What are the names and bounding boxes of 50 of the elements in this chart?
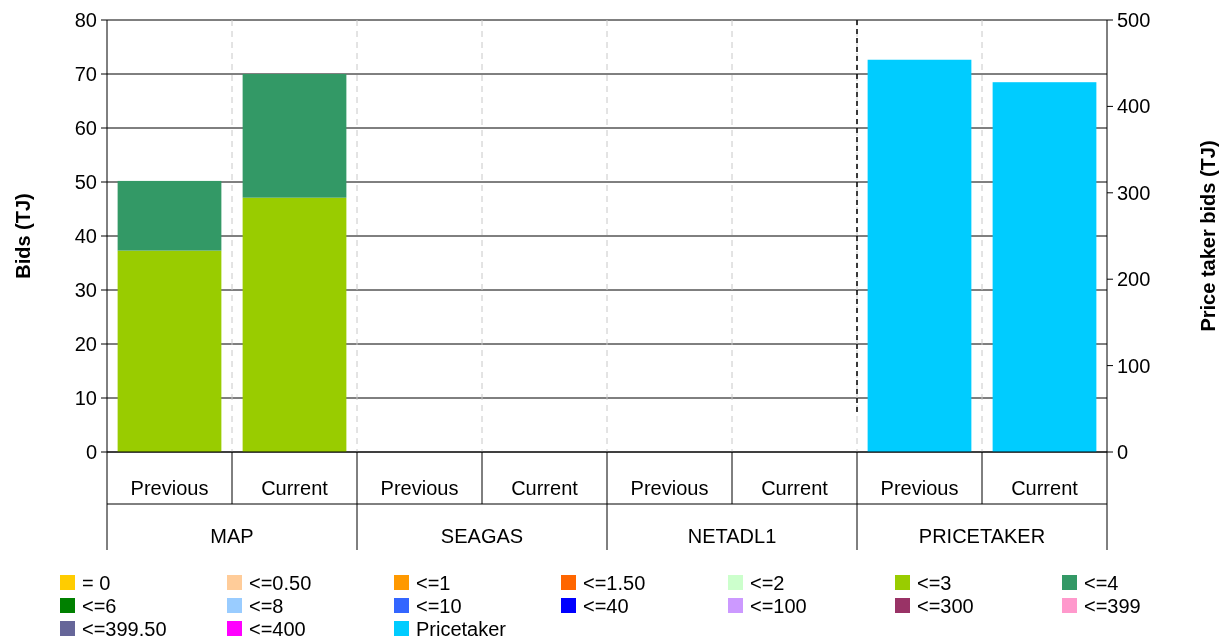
legend-label: <=300 (917, 595, 974, 617)
legend-label: <=399 (1084, 595, 1141, 617)
y-axis-title: Bids (TJ) (12, 193, 34, 279)
y-tick-label: 30 (74, 279, 97, 301)
y2-tick-label: 100 (1117, 354, 1151, 377)
text: MAP (210, 525, 254, 547)
bar (117, 250, 222, 452)
x-tick-label: Current (261, 477, 329, 499)
x-tick-label: Previous (880, 477, 959, 499)
legend-label: <=2 (750, 572, 785, 594)
text: PRICETAKER (918, 525, 1046, 547)
legend-label: = 0 (82, 572, 111, 594)
legend-label: <=4 (1084, 572, 1119, 594)
text: NETADL1 (687, 525, 777, 547)
y-tick-label: 80 (74, 9, 97, 31)
legend-label: Pricetaker (416, 618, 507, 640)
y-tick-label: 10 (74, 387, 97, 409)
legend-label: <=3 (917, 572, 952, 594)
x-tick-label: Previous (130, 477, 209, 499)
legend-label: <=8 (249, 595, 284, 617)
y-tick-label: 40 (74, 225, 97, 247)
y-tick-label: 60 (74, 117, 97, 139)
y2-tick-label: 200 (1117, 268, 1151, 291)
bar (242, 74, 347, 198)
legend-label: <=40 (583, 595, 629, 617)
legend-label: <=0.50 (249, 572, 312, 594)
text: SEAGAS (440, 525, 524, 547)
x-tick-label: Previous (380, 477, 459, 499)
legend-label: <=100 (750, 595, 807, 617)
y-tick-label: 20 (74, 333, 97, 355)
y-tick-label: 70 (74, 63, 97, 85)
y2-tick-label: 400 (1117, 95, 1151, 118)
legend-label: <=1.50 (583, 572, 646, 594)
y-tick-label: 0 (85, 441, 97, 463)
x-tick-label: Current (761, 477, 829, 499)
y-tick-label: 50 (74, 171, 97, 193)
legend-label: <=10 (416, 595, 462, 617)
bar (242, 197, 347, 452)
legend-label: <=400 (249, 618, 306, 640)
x-tick-label: Current (1011, 477, 1079, 499)
bar (117, 180, 222, 251)
y2-tick-label: 500 (1117, 9, 1151, 31)
legend-label: <=1 (416, 572, 451, 594)
legend-label: <=399.50 (82, 618, 167, 640)
legend-label: <=6 (82, 595, 117, 617)
y2-tick-label: 300 (1117, 181, 1151, 204)
y2-tick-label: 0 (1117, 441, 1129, 463)
x-tick-label: Current (511, 477, 579, 499)
y2-axis-title: Price taker bids (TJ) (1197, 140, 1219, 332)
x-tick-label: Previous (630, 477, 709, 499)
